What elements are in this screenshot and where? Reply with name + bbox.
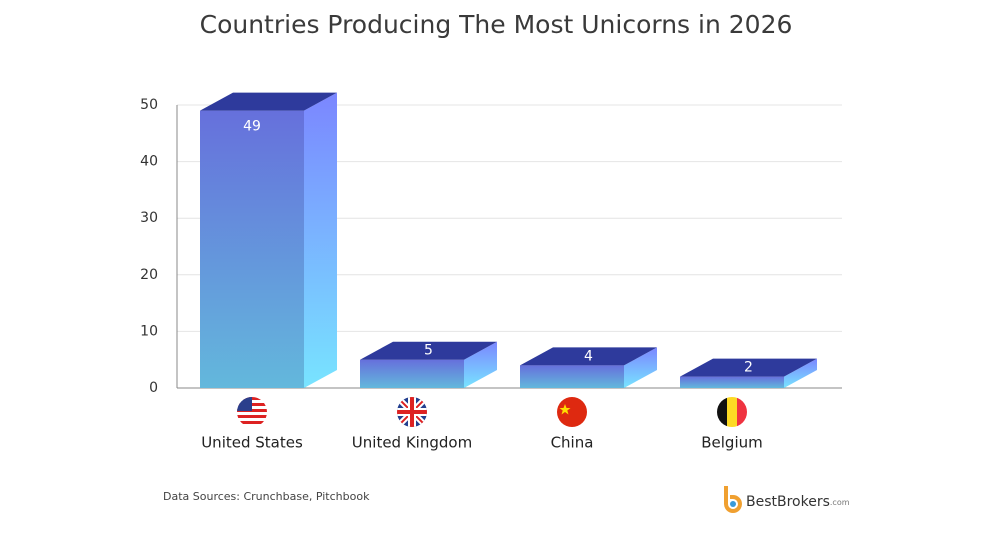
bar	[520, 347, 657, 388]
flag-cn	[557, 397, 587, 427]
bar-top	[200, 92, 337, 111]
y-tick-label: 50	[140, 97, 158, 113]
value-label: 49	[243, 119, 261, 135]
flag-us	[237, 397, 267, 427]
x-tick-label: China	[551, 434, 594, 452]
chart-title: Countries Producing The Most Unicorns in…	[200, 10, 793, 39]
bar-front	[520, 365, 624, 388]
bar-side	[624, 347, 657, 388]
logo-dot	[730, 501, 736, 507]
bar-front	[680, 376, 784, 388]
bar	[360, 341, 497, 388]
bar-side	[784, 358, 817, 388]
bar-top	[520, 347, 657, 366]
brand-name: BestBrokers	[746, 494, 830, 510]
value-label: 4	[584, 348, 593, 364]
bar-side	[304, 92, 337, 388]
y-tick-label: 0	[149, 380, 158, 396]
flags	[237, 397, 747, 427]
bar	[680, 358, 817, 388]
logo-icon	[724, 486, 742, 513]
y-tick-label: 40	[140, 154, 158, 170]
y-tick-label: 30	[140, 210, 158, 226]
brand-suffix: .com	[830, 498, 850, 507]
y-tick-label: 10	[140, 323, 158, 339]
y-tick-label: 20	[140, 267, 158, 283]
x-tick-label: Belgium	[701, 434, 763, 452]
bar-side	[464, 341, 497, 388]
x-tick-label: United Kingdom	[352, 434, 472, 452]
logo: BestBrokers.com	[724, 486, 850, 513]
value-label: 2	[744, 360, 753, 376]
x-tick-label: United States	[201, 434, 303, 452]
brand: BestBrokers.com	[746, 494, 850, 510]
bar-top	[360, 341, 497, 360]
bar-top	[680, 358, 817, 377]
flag-be	[717, 397, 747, 427]
flag-uk	[397, 397, 427, 427]
bar-front	[360, 359, 464, 388]
source-note: Data Sources: Crunchbase, Pitchbook	[163, 490, 370, 503]
value-label: 5	[424, 343, 433, 359]
bar	[200, 92, 337, 388]
bar-front	[200, 110, 304, 388]
